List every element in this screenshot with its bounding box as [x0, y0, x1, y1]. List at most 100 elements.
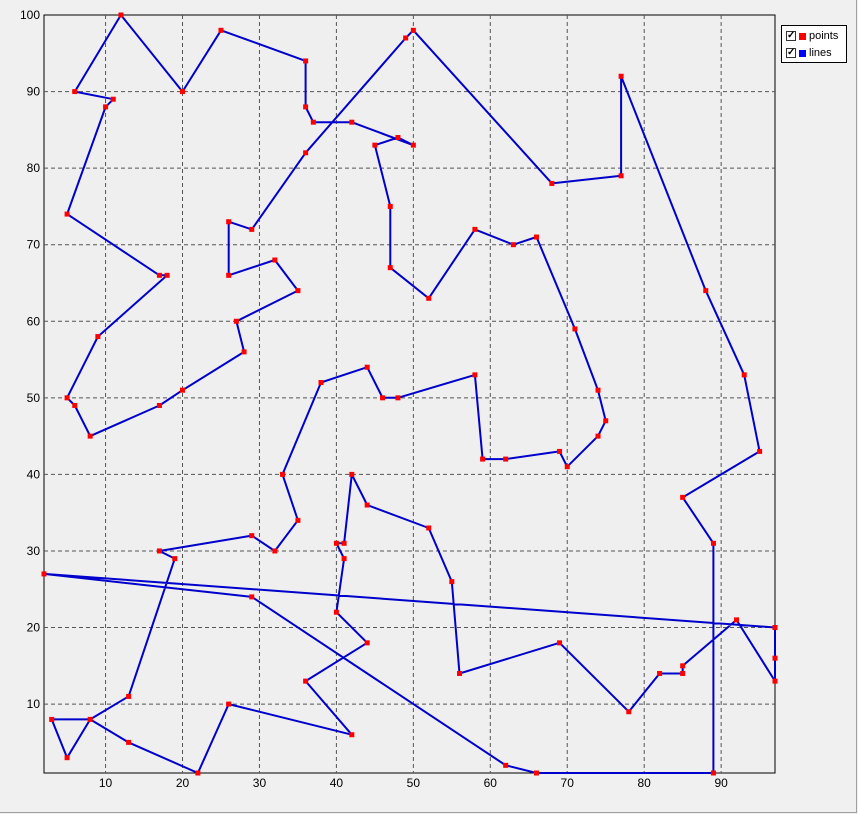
data-point	[703, 288, 709, 294]
x-tick-label: 50	[407, 776, 421, 790]
data-point	[126, 693, 132, 699]
y-tick-label: 50	[27, 391, 41, 405]
data-point	[341, 540, 347, 546]
data-point	[103, 104, 109, 110]
data-point	[241, 349, 247, 355]
data-point	[772, 625, 778, 631]
series-lines	[43, 14, 776, 774]
data-point	[657, 670, 663, 676]
data-point	[341, 556, 347, 562]
data-point	[118, 12, 124, 18]
legend-label-lines: lines	[809, 47, 832, 59]
legend-item-points[interactable]: ✓ points	[786, 29, 838, 43]
data-point	[295, 288, 301, 294]
legend-item-lines[interactable]: ✓ lines	[786, 46, 832, 60]
data-point	[603, 418, 609, 424]
y-tick-label: 40	[27, 467, 41, 481]
data-point	[295, 517, 301, 523]
data-point	[449, 579, 455, 585]
data-point	[333, 540, 339, 546]
lines-swatch	[799, 49, 806, 57]
points-checkbox[interactable]: ✓	[786, 30, 796, 41]
data-point	[249, 226, 255, 232]
tour-line	[43, 14, 776, 774]
lines-checkbox[interactable]: ✓	[786, 47, 796, 58]
data-point	[680, 670, 686, 676]
data-point	[618, 73, 624, 79]
data-point	[710, 770, 716, 776]
data-point	[503, 762, 509, 768]
axis-ticks: 10 20 30 40 50 60 70 80 90 10 20 30 40 50 60 70 80 90 100	[20, 8, 728, 790]
data-point	[364, 640, 370, 646]
data-point	[595, 433, 601, 439]
data-point	[372, 142, 378, 148]
x-tick-label: 40	[330, 776, 344, 790]
data-point	[64, 395, 70, 401]
data-point	[303, 58, 309, 64]
data-point	[41, 571, 47, 577]
y-tick-label: 10	[27, 697, 41, 711]
data-point	[303, 678, 309, 684]
data-point	[333, 609, 339, 615]
data-point	[172, 556, 178, 562]
data-point	[426, 295, 432, 301]
data-point	[303, 150, 309, 156]
data-point	[72, 89, 78, 95]
data-point	[503, 456, 509, 462]
data-point	[403, 35, 409, 41]
data-point	[772, 655, 778, 661]
x-tick-label: 80	[638, 776, 652, 790]
y-tick-label: 90	[27, 85, 41, 99]
data-point	[557, 640, 563, 646]
data-point	[772, 678, 778, 684]
data-point	[757, 448, 763, 454]
data-point	[126, 739, 132, 745]
data-point	[410, 27, 416, 33]
data-point	[387, 203, 393, 209]
data-point	[380, 395, 386, 401]
data-point	[426, 525, 432, 531]
y-tick-label: 70	[27, 238, 41, 252]
data-point	[156, 272, 162, 278]
data-point	[533, 234, 539, 240]
x-tick-label: 20	[176, 776, 190, 790]
y-tick-label: 20	[27, 621, 41, 635]
data-point	[218, 27, 224, 33]
data-point	[164, 272, 170, 278]
data-point	[318, 380, 324, 386]
data-point	[233, 318, 239, 324]
data-point	[49, 716, 55, 722]
points-swatch	[799, 32, 806, 40]
data-point	[734, 617, 740, 623]
x-tick-label: 90	[714, 776, 728, 790]
data-point	[387, 265, 393, 271]
x-tick-label: 70	[561, 776, 575, 790]
y-tick-label: 60	[27, 314, 41, 328]
data-point	[564, 464, 570, 470]
data-point	[272, 257, 278, 263]
x-tick-label: 30	[253, 776, 267, 790]
data-point	[87, 433, 93, 439]
data-point	[457, 670, 463, 676]
data-point	[180, 387, 186, 393]
data-point	[741, 372, 747, 378]
data-point	[280, 471, 286, 477]
data-point	[87, 716, 93, 722]
data-point	[272, 548, 278, 554]
data-point	[310, 119, 316, 125]
legend-label-points: points	[809, 30, 839, 42]
data-point	[95, 334, 101, 340]
y-tick-label: 80	[27, 161, 41, 175]
data-point	[472, 226, 478, 232]
grid-lines	[44, 15, 775, 773]
data-point	[349, 471, 355, 477]
data-point	[64, 755, 70, 761]
data-point	[395, 135, 401, 141]
data-point	[156, 548, 162, 554]
data-point	[180, 89, 186, 95]
data-point	[349, 732, 355, 738]
data-point	[710, 540, 716, 546]
data-point	[472, 372, 478, 378]
y-tick-label: 30	[27, 544, 41, 558]
